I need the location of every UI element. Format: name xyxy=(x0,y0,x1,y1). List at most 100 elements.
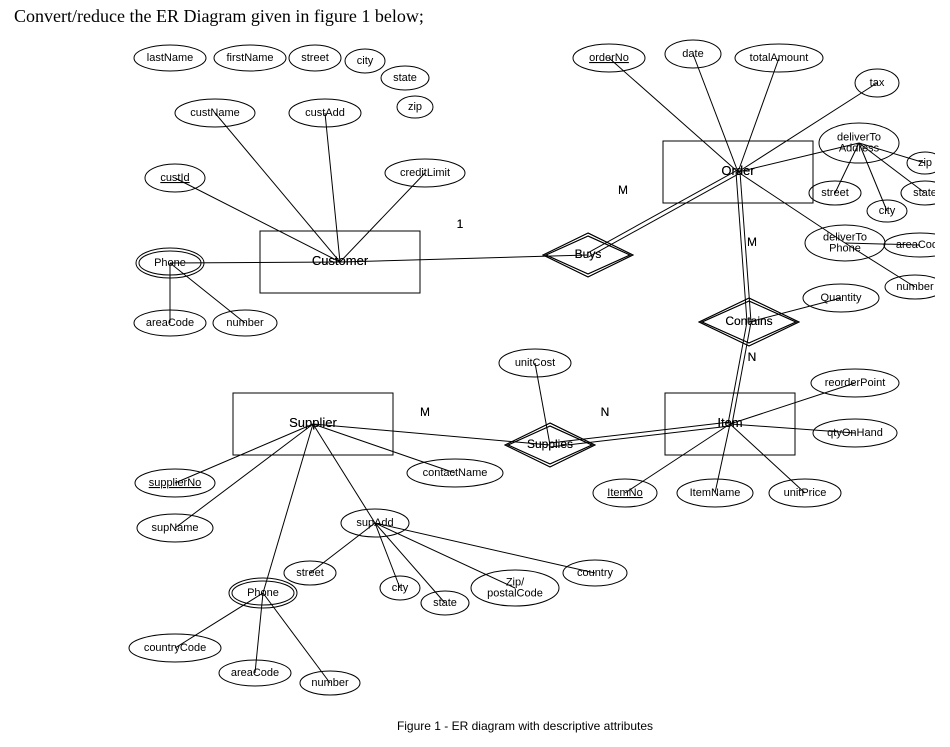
attr-reorderpoint: reorderPoint xyxy=(811,369,899,397)
svg-text:areaCode: areaCode xyxy=(146,317,194,329)
svg-text:reorderPoint: reorderPoint xyxy=(825,377,886,389)
svg-text:Phone: Phone xyxy=(154,257,186,269)
svg-text:city: city xyxy=(392,582,409,594)
svg-text:city: city xyxy=(879,205,896,217)
attr-lastname: lastName xyxy=(134,45,206,71)
svg-text:M: M xyxy=(420,405,430,419)
attr-tax: tax xyxy=(855,69,899,97)
attr-zip: zip xyxy=(397,96,433,118)
svg-text:supAdd: supAdd xyxy=(356,517,393,529)
figure-caption: Figure 1 - ER diagram with descriptive a… xyxy=(115,719,935,733)
attr-quantity: Quantity xyxy=(803,284,879,312)
attr-supname: supName xyxy=(137,514,213,542)
svg-text:Supplies: Supplies xyxy=(527,437,573,451)
svg-text:contactName: contactName xyxy=(423,467,488,479)
attr-state: state xyxy=(381,66,429,90)
attr-unitprice: unitPrice xyxy=(769,479,841,507)
svg-text:street: street xyxy=(301,52,329,64)
svg-text:street: street xyxy=(821,187,849,199)
svg-text:state: state xyxy=(913,187,935,199)
svg-text:firstName: firstName xyxy=(226,52,273,64)
svg-text:unitCost: unitCost xyxy=(515,357,555,369)
svg-text:lastName: lastName xyxy=(147,52,193,64)
attr-number: number xyxy=(885,275,935,299)
attr-number: number xyxy=(300,671,360,695)
svg-text:countryCode: countryCode xyxy=(144,642,206,654)
svg-text:deliverToAddress: deliverToAddress xyxy=(837,131,881,154)
attr-street: street xyxy=(284,561,336,585)
attr-qtyonhand: qtyOnHand xyxy=(813,419,897,447)
instruction-text: Convert/reduce the ER Diagram given in f… xyxy=(0,0,950,33)
svg-text:custAdd: custAdd xyxy=(305,107,345,119)
attr-deliverto-address: deliverToAddress xyxy=(819,123,899,163)
attr-deliverto-phone: deliverToPhone xyxy=(805,225,885,261)
svg-text:zip: zip xyxy=(918,157,932,169)
attr-itemname: ItemName xyxy=(677,479,753,507)
svg-text:Zip/postalCode: Zip/postalCode xyxy=(487,576,543,599)
svg-text:areaCode: areaCode xyxy=(896,239,935,251)
svg-text:state: state xyxy=(433,597,457,609)
attr-zip: zip xyxy=(907,152,935,174)
svg-text:creditLimit: creditLimit xyxy=(400,167,450,179)
attr-street: street xyxy=(809,181,861,205)
svg-text:M: M xyxy=(618,183,628,197)
attr-state: state xyxy=(421,591,469,615)
svg-text:N: N xyxy=(601,405,610,419)
attr-unitcost: unitCost xyxy=(499,349,571,377)
attr-number: number xyxy=(213,310,277,336)
svg-text:Order: Order xyxy=(721,163,755,178)
attr-itemno: ItemNo xyxy=(593,479,657,507)
attr-zip-postalcode: Zip/postalCode xyxy=(471,570,559,606)
attr-street: street xyxy=(289,45,341,71)
attr-city: city xyxy=(345,49,385,73)
svg-text:M: M xyxy=(747,235,757,249)
svg-text:number: number xyxy=(311,677,349,689)
attr-contactname: contactName xyxy=(407,459,503,487)
attr-orderno: orderNo xyxy=(573,44,645,72)
attr-areacode: areaCode xyxy=(884,233,935,257)
attr-totalamount: totalAmount xyxy=(735,44,823,72)
svg-text:ItemName: ItemName xyxy=(690,487,741,499)
svg-text:date: date xyxy=(682,48,703,60)
svg-text:number: number xyxy=(226,317,264,329)
svg-text:1: 1 xyxy=(457,217,464,231)
attr-date: date xyxy=(665,40,721,68)
svg-text:Contains: Contains xyxy=(725,314,772,328)
svg-text:qtyOnHand: qtyOnHand xyxy=(827,427,883,439)
attr-creditlimit: creditLimit xyxy=(385,159,465,187)
attr-countrycode: countryCode xyxy=(129,634,221,662)
svg-text:Phone: Phone xyxy=(247,587,279,599)
svg-text:Quantity: Quantity xyxy=(821,292,862,304)
svg-text:tax: tax xyxy=(870,77,885,89)
svg-text:N: N xyxy=(748,350,757,364)
attr-firstname: firstName xyxy=(214,45,286,71)
svg-text:areaCode: areaCode xyxy=(231,667,279,679)
svg-text:deliverToPhone: deliverToPhone xyxy=(823,231,867,254)
svg-text:orderNo: orderNo xyxy=(589,52,629,64)
svg-text:Buys: Buys xyxy=(575,247,602,261)
svg-text:city: city xyxy=(357,55,374,67)
attr-custadd: custAdd xyxy=(289,99,361,127)
svg-text:Item: Item xyxy=(717,415,742,430)
svg-text:supName: supName xyxy=(151,522,198,534)
svg-text:totalAmount: totalAmount xyxy=(750,52,809,64)
er-diagram-svg: Customer Order Supplier Item Buys Contains Sup… xyxy=(115,33,935,713)
attr-city: city xyxy=(380,576,420,600)
svg-text:ItemNo: ItemNo xyxy=(607,487,642,499)
attr-state: state xyxy=(901,181,935,205)
attr-phone: Phone xyxy=(229,578,297,608)
svg-text:Customer: Customer xyxy=(312,253,369,268)
svg-text:custName: custName xyxy=(190,107,240,119)
er-diagram-container: Customer Order Supplier Item Buys Contains Sup… xyxy=(115,33,935,733)
attr-country: country xyxy=(563,560,627,586)
svg-text:street: street xyxy=(296,567,324,579)
svg-text:custId: custId xyxy=(160,172,189,184)
attr-supplierno: supplierNo xyxy=(135,469,215,497)
attr-areacode: areaCode xyxy=(219,660,291,686)
svg-text:state: state xyxy=(393,72,417,84)
attr-custid: custId xyxy=(145,164,205,192)
svg-text:Supplier: Supplier xyxy=(289,415,337,430)
attr-supadd: supAdd xyxy=(341,509,409,537)
svg-text:unitPrice: unitPrice xyxy=(784,487,827,499)
svg-text:supplierNo: supplierNo xyxy=(149,477,202,489)
